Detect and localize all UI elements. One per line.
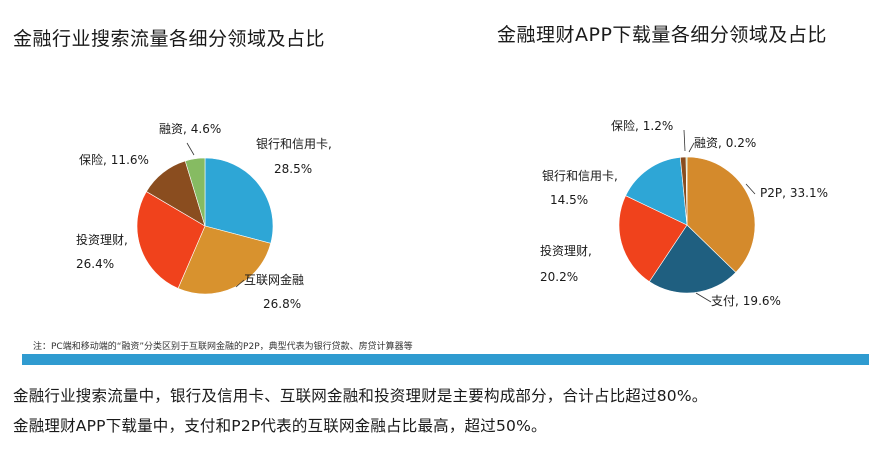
pie1-slice-2: [136, 191, 206, 289]
pie1-slice-4: [184, 157, 206, 227]
summary-line-search: 金融行业搜索流量中，银行及信用卡、互联网金融和投资理财是主要构成部分，合计占比超…: [13, 387, 708, 405]
divider-bar: [22, 354, 869, 365]
pie2-label-5-value: 0.2%: [726, 136, 757, 150]
pie1-label-0-value: 28.5%: [274, 162, 312, 176]
pie1-slice-0: [204, 157, 274, 244]
pie1-label-3-name: 保险,: [79, 152, 107, 167]
pie-charts: 银行和信用卡, 28.5% 互联网金融 26.8% 投资理财, 26.4% 保险, 11.6%…: [76, 118, 828, 311]
pie1-label-4-name: 融资,: [159, 122, 187, 136]
pie2-slice-0: [686, 156, 756, 273]
pie1-label-1-name: 互联网金融: [244, 272, 304, 287]
pie1-leader-1: [235, 279, 245, 288]
pie2-slice-3: [625, 157, 688, 226]
pie2-leader-1: [695, 292, 712, 303]
pie1-slice-1: [177, 225, 272, 295]
footnote: 注：PC端和移动端的“融资”分类区别于互联网金融的P2P，典型代表为银行贷款、房…: [33, 342, 413, 352]
left-chart-title: 金融行业搜索流量各细分领域及占比: [13, 28, 326, 50]
summary-line-app: 金融理财APP下载量中，支付和P2P代表的互联网金融占比最高，超过50%。: [13, 417, 547, 435]
pie2-label-4-value: 1.2%: [643, 119, 674, 133]
pie2-leader-5: [688, 142, 695, 153]
pie2-label-2-name: 投资理财,: [540, 243, 592, 258]
pie2-label-3-value: 14.5%: [550, 193, 588, 207]
pie1-label-2-name: 投资理财,: [76, 232, 128, 247]
pie2-label-5-name: 融资,: [694, 136, 722, 150]
pie1-label-4-value: 4.6%: [191, 122, 222, 136]
pie1-label-3-value: 11.6%: [111, 153, 149, 167]
pie1-label-0-name: 银行和信用卡,: [256, 137, 332, 151]
pie2-leader-4: [683, 129, 686, 152]
pie1-label-2-value: 26.4%: [76, 257, 114, 271]
pie1-label-1-value: 26.8%: [263, 297, 301, 311]
pie2-label-2-value: 20.2%: [540, 270, 578, 284]
pie1-leader-4: [186, 142, 195, 156]
right-chart-title: 金融理财APP下载量各细分领域及占比: [497, 24, 827, 46]
pie2-label-3-name: 银行和信用卡,: [542, 169, 618, 183]
pie2-label-0-name: P2P,: [760, 186, 786, 200]
pie2-slice-1: [648, 224, 737, 294]
pie2-label-1-name: 支付,: [711, 294, 739, 308]
pie2-label-0-value: 33.1%: [790, 186, 828, 200]
pie2-label-4-name: 保险,: [611, 118, 639, 133]
pie2-label-1-value: 19.6%: [743, 294, 781, 308]
pie2-slice-5: [685, 156, 688, 226]
pie2-leader-0: [745, 183, 756, 195]
